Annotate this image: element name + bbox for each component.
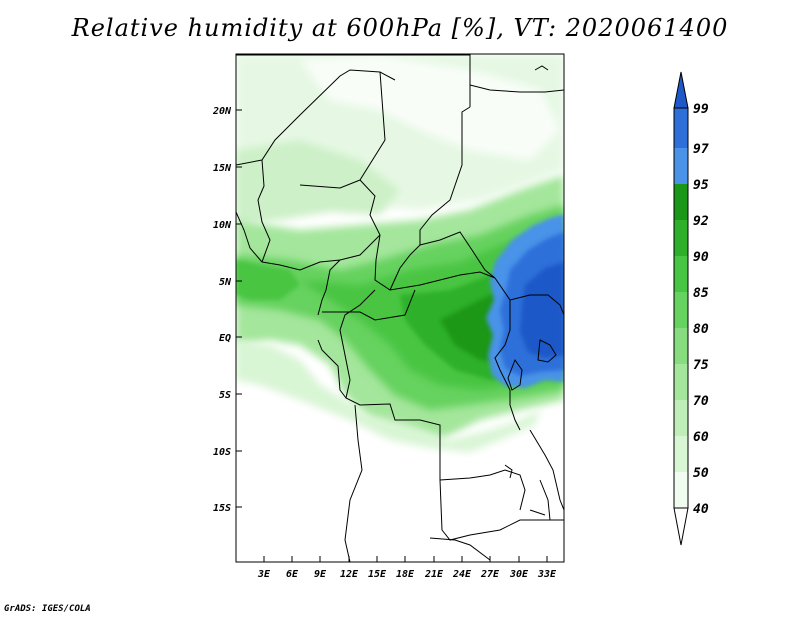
lat-label: 10N	[213, 220, 232, 231]
lat-label: 5N	[219, 277, 232, 288]
lon-label: 6E	[286, 569, 299, 580]
colorbar-min-triangle	[674, 508, 688, 545]
lon-label: 12E	[340, 569, 359, 580]
colorbar: 40 50 60 70 75 80 85 90 92 95 97 99	[673, 71, 709, 546]
colorbar-label: 80	[693, 322, 709, 337]
colorbar-label: 40	[693, 502, 709, 517]
colorbar-segment	[674, 364, 688, 400]
colorbar-segment	[674, 328, 688, 364]
lon-label: 18E	[396, 569, 415, 580]
colorbar-label: 95	[693, 178, 709, 193]
colorbar-label: 50	[693, 466, 709, 481]
lat-label: 10S	[213, 447, 231, 458]
map-frame	[235, 53, 565, 563]
lon-label: 21E	[424, 569, 444, 580]
colorbar-segment	[674, 108, 688, 148]
colorbar-segment	[674, 400, 688, 436]
longitude-axis: 3E 6E 9E 12E 15E 18E 21E 24E 27E 30E 33E	[257, 556, 557, 580]
latitude-axis: 20N 15N 10N 5N EQ 5S 10S 15S	[212, 106, 242, 514]
colorbar-max-triangle	[674, 72, 688, 108]
lon-label: 9E	[314, 569, 327, 580]
colorbar-segment	[674, 292, 688, 328]
lon-label: 3E	[257, 569, 271, 580]
colorbar-segment	[674, 148, 688, 184]
lon-label: 33E	[537, 569, 557, 580]
colorbar-label: 97	[693, 142, 709, 157]
lat-label: 15N	[213, 163, 232, 174]
humidity-field	[236, 54, 564, 562]
colorbar-segment	[674, 184, 688, 220]
credit-text: GrADS: IGES/COLA	[4, 604, 91, 614]
lon-label: 24E	[452, 569, 472, 580]
lon-label: 15E	[368, 569, 387, 580]
colorbar-label: 60	[693, 430, 709, 445]
colorbar-label: 70	[693, 394, 709, 409]
lat-label: 15S	[213, 503, 231, 514]
lon-label: 30E	[509, 569, 529, 580]
colorbar-label: 75	[693, 358, 709, 373]
colorbar-segment	[674, 256, 688, 292]
lon-label: 27E	[480, 569, 500, 580]
colorbar-label: 85	[693, 286, 709, 301]
colorbar-label: 90	[693, 250, 709, 265]
colorbar-label: 99	[693, 102, 709, 117]
colorbar-segment	[674, 220, 688, 256]
colorbar-segment	[674, 472, 688, 508]
colorbar-label: 92	[693, 214, 709, 229]
lat-label: 5S	[219, 390, 231, 401]
lat-label: 20N	[212, 106, 232, 117]
country-borders	[236, 54, 564, 562]
lat-label: EQ	[219, 333, 231, 344]
map-title: Relative humidity at 600hPa [%], VT: 202…	[71, 14, 729, 42]
colorbar-segment	[674, 436, 688, 472]
